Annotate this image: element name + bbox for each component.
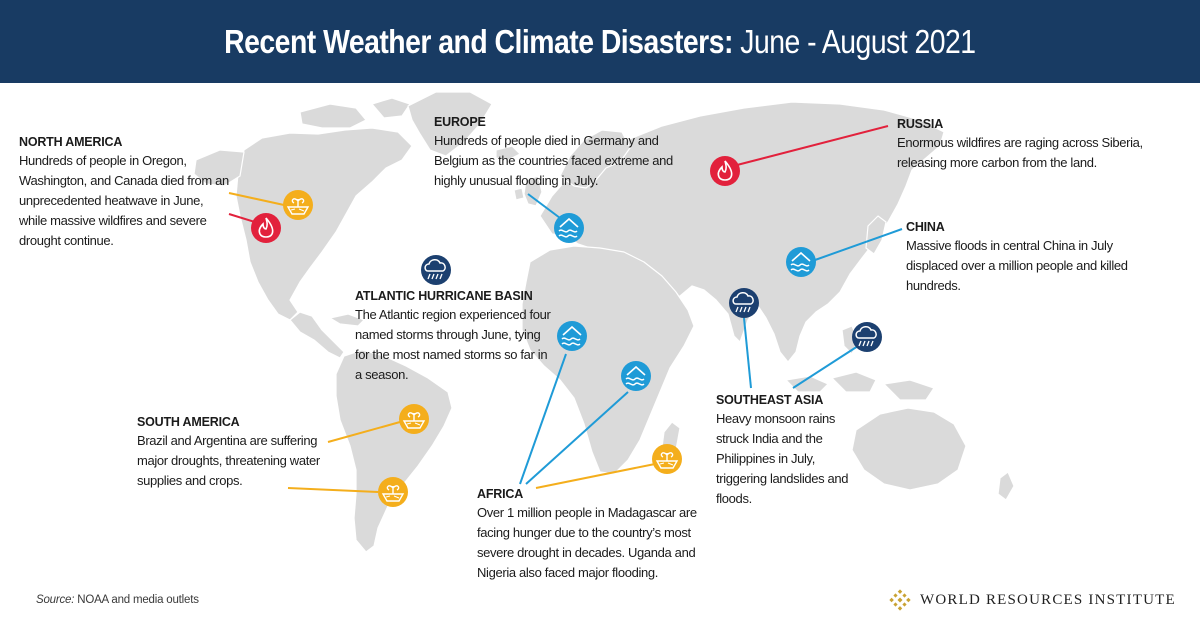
alaska-landmass xyxy=(193,149,245,187)
region-north-america: NORTH AMERICA Hundreds of people in Oreg… xyxy=(19,134,229,251)
region-south-america: SOUTH AMERICA Brazil and Argentina are s… xyxy=(137,414,337,491)
region-description: Hundreds of people died in Germany and B… xyxy=(434,133,673,188)
region-title: SOUTHEAST ASIA xyxy=(716,393,824,407)
drought-icon xyxy=(399,404,429,434)
greenland-landmass xyxy=(407,91,493,157)
connector-lines xyxy=(228,125,903,493)
region-europe: EUROPE Hundreds of people died in German… xyxy=(434,114,702,191)
indonesia-landmass-2 xyxy=(831,371,877,393)
ireland-landmass xyxy=(513,187,525,201)
sa-brazil-connector xyxy=(327,421,401,443)
region-china: CHINA Massive floods in central China in… xyxy=(906,219,1156,296)
title-banner: Recent Weather and Climate Disasters: Ju… xyxy=(0,0,1200,83)
storm-icon xyxy=(852,322,882,352)
source-text: NOAA and media outlets xyxy=(77,594,199,606)
na-fire-connector xyxy=(228,213,256,223)
region-title: RUSSIA xyxy=(897,117,944,131)
title-bold: Recent Weather and Climate Disasters: xyxy=(224,22,734,60)
drought-icon xyxy=(283,190,313,220)
drought-icon xyxy=(652,444,682,474)
flood-icon xyxy=(557,321,587,351)
south-america-landmass xyxy=(335,349,453,553)
af-nigeria-connector xyxy=(519,353,567,485)
region-description: Over 1 million people in Madagascar are … xyxy=(477,505,697,580)
north-america-landmass xyxy=(235,127,413,321)
source-label: Source: xyxy=(36,594,75,606)
drought-icon xyxy=(378,477,408,507)
af-madagascar-connector xyxy=(535,463,656,489)
new-guinea-landmass xyxy=(883,379,935,401)
iceland-landmass xyxy=(495,145,521,161)
indonesia-landmass xyxy=(785,375,829,393)
landmass xyxy=(193,91,1015,553)
region-description: Hundreds of people in Oregon, Washington… xyxy=(19,153,229,248)
flood-icon xyxy=(621,361,651,391)
wri-org-name: WORLD RESOURCES INSTITUTE xyxy=(920,591,1176,608)
region-title: EUROPE xyxy=(434,115,486,129)
region-title: CHINA xyxy=(906,220,945,234)
markers xyxy=(251,156,882,507)
sa-argentina-connector xyxy=(287,487,379,493)
region-description: The Atlantic region experienced four nam… xyxy=(355,307,551,382)
arctic-islands-landmass xyxy=(299,103,367,129)
australia-landmass xyxy=(851,407,967,491)
na-drought-connector xyxy=(228,192,285,206)
wildfire-icon xyxy=(710,156,740,186)
region-title: SOUTH AMERICA xyxy=(137,415,240,429)
region-africa: AFRICA Over 1 million people in Madagasc… xyxy=(477,486,717,583)
region-southeast-asia: SOUTHEAST ASIA Heavy monsoon rains struc… xyxy=(716,392,856,509)
cn-flood-connector xyxy=(814,228,903,261)
region-russia: RUSSIA Enormous wildfires are raging acr… xyxy=(897,116,1167,173)
central-america-landmass xyxy=(289,311,345,359)
uk-landmass xyxy=(523,175,543,207)
world-map xyxy=(193,91,1015,553)
region-description: Brazil and Argentina are suffering major… xyxy=(137,433,320,488)
region-title: AFRICA xyxy=(477,487,524,501)
sea-philippines-connector xyxy=(792,345,859,389)
af-uganda-connector xyxy=(525,391,629,485)
scandinavia-landmass xyxy=(559,129,631,189)
caribbean-landmass xyxy=(329,313,365,327)
region-atlantic-hurricane-basin: ATLANTIC HURRICANE BASIN The Atlantic re… xyxy=(355,288,555,385)
source-note: Source: NOAA and media outlets xyxy=(36,594,199,606)
new-zealand-landmass xyxy=(997,471,1015,501)
ru-fire-connector xyxy=(736,125,889,166)
region-title: NORTH AMERICA xyxy=(19,135,123,149)
title-light: June - August 2021 xyxy=(740,22,976,60)
wildfire-icon xyxy=(251,213,281,243)
storm-icon xyxy=(421,255,451,285)
eu-flood-connector xyxy=(527,193,561,219)
region-description: Enormous wildfires are raging across Sib… xyxy=(897,135,1143,170)
page-title: Recent Weather and Climate Disasters: Ju… xyxy=(224,22,976,61)
region-description: Heavy monsoon rains struck India and the… xyxy=(716,411,849,506)
flood-icon xyxy=(554,213,584,243)
region-title: ATLANTIC HURRICANE BASIN xyxy=(355,289,533,303)
sea-india-connector xyxy=(743,317,752,389)
flood-icon xyxy=(786,247,816,277)
arctic-islands-landmass-2 xyxy=(371,97,411,119)
africa-landmass xyxy=(521,245,695,475)
region-description: Massive floods in central China in July … xyxy=(906,238,1128,293)
japan-landmass xyxy=(865,215,887,255)
storm-icon xyxy=(729,288,759,318)
wri-logo-icon xyxy=(889,589,911,611)
wri-logo-block: WORLD RESOURCES INSTITUTE xyxy=(889,589,1176,611)
